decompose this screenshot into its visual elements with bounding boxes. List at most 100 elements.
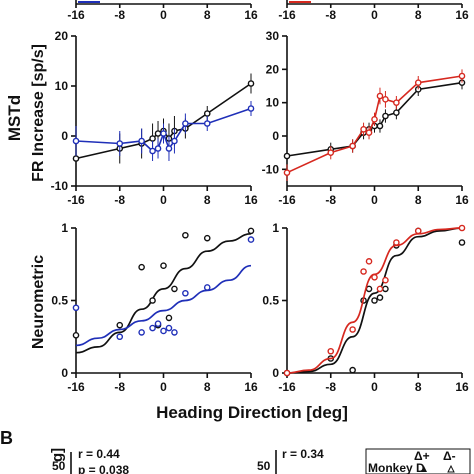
mid-right-red-point [349, 142, 356, 150]
mid-right-ytick-label: 30 [266, 29, 280, 43]
top-right-partial-xtick-label: -16 [278, 8, 296, 22]
bot-left-black-point [171, 285, 178, 293]
mid-right-red-point [360, 126, 367, 133]
top-right-partial-xtick-label: -8 [325, 8, 336, 22]
legend-title-monkey-d: Monkey D [368, 461, 425, 474]
mid-right-ytick-label: 0 [272, 129, 279, 143]
panel-letter-b: B [0, 428, 13, 448]
mid-right-red-point [414, 79, 422, 86]
bot-right-red-point [393, 239, 400, 246]
mid-left-blue-point [171, 137, 178, 145]
bot-left-blue-point [171, 329, 178, 336]
bot-right-red-point [371, 273, 378, 281]
top-left-partial-xtick-label: 0 [160, 8, 167, 22]
mid-right-xtick-label: 8 [415, 193, 422, 207]
bot-right-black-point [371, 297, 378, 304]
mid-left-black-point [203, 110, 211, 117]
bot-right-red-point [365, 258, 373, 265]
bot-right-xtick-label: 8 [415, 380, 422, 394]
mid-left-black-point [72, 155, 80, 162]
bot-left-black-point [72, 331, 80, 339]
b-left-r-value: r = 0.44 [78, 447, 120, 461]
mid-left-blue-point [203, 120, 211, 127]
top-left-partial-xtick-label: 16 [244, 8, 258, 22]
bot-left-xtick-label: 16 [244, 380, 258, 394]
bot-right-black-point [382, 285, 389, 293]
mid-right-black-point [376, 122, 384, 130]
top-left-partial-xtick-label: 8 [204, 8, 211, 22]
top-right-partial-xtick-label: 8 [415, 8, 422, 22]
bot-left-ytick-label: 0.5 [51, 294, 68, 308]
bot-left-blue-point [247, 236, 255, 243]
mid-left-xtick-label: 8 [204, 193, 211, 207]
bot-left-blue-point [182, 289, 189, 297]
legend-marker-open-triangle [447, 464, 455, 473]
bot-left-ytick-label: 1 [61, 221, 68, 235]
bot-right-red-point [327, 347, 335, 355]
mid-right-red-point [327, 149, 335, 156]
bot-right-black-point [376, 294, 384, 301]
mid-left-xtick-label: 0 [160, 193, 167, 207]
mid-right-red-point [283, 169, 291, 176]
mid-left-blue-point [72, 137, 80, 145]
top-left-partial-xtick-label: -8 [114, 8, 125, 22]
bot-left-ytick-label: 0 [61, 366, 68, 380]
mid-left-ytick-label: 20 [55, 29, 69, 43]
bot-right-black-fit-curve [286, 227, 463, 374]
bot-left-xtick-label: 8 [204, 380, 211, 394]
mid-left-black-point [154, 130, 162, 137]
bot-right-red-point [382, 276, 389, 284]
bot-left-black-point [165, 314, 173, 322]
mid-right-xtick-label: -8 [325, 193, 336, 207]
b-right-ytick-50: 50 [257, 459, 271, 473]
mid-left-ytick-label: 0 [61, 129, 68, 143]
bot-left-black-point [149, 297, 156, 304]
mid-right-ytick-label: -10 [262, 162, 280, 176]
bot-right-xtick-label: 16 [455, 380, 469, 394]
ylabel-fr-increase: FR Increase [sp/s] [30, 44, 47, 182]
mid-left-xtick-label: -16 [67, 193, 85, 207]
panel-b-right-partial: 50 r = 0.34 Δ+ Δ- Monkey D [257, 447, 471, 474]
mid-right-red-point [458, 72, 466, 80]
mid-left-blue-point [116, 140, 124, 147]
bot-left-black-fit-curve [75, 232, 252, 354]
bot-left-xtick-label: -16 [67, 380, 85, 394]
mid-left-xtick-label: -8 [114, 193, 125, 207]
bot-left-blue-point [72, 304, 80, 312]
mid-left-blue-point [165, 145, 173, 152]
bot-left-blue-point [203, 284, 211, 291]
bot-left-blue-fit-curve [75, 264, 252, 347]
bot-left-black-point [247, 227, 255, 235]
bot-left-blue-point [160, 327, 167, 335]
mid-left-black-point [149, 135, 156, 142]
b-left-ytick-50: 50 [52, 459, 66, 473]
bot-right-xtick-label: -16 [278, 380, 296, 394]
b-left-ylabel-fragment: g] [49, 448, 66, 462]
mid-right-black-point [283, 152, 291, 160]
bot-left-blue-point [165, 324, 173, 332]
bot-right-red-point [414, 227, 422, 235]
mid-right-black-point [393, 109, 400, 116]
mid-left-blue-point [160, 130, 167, 137]
xlabel-heading-direction: Heading Direction [deg] [156, 403, 348, 422]
mid-left-blue-point [154, 145, 162, 152]
mid-right-ytick-label: 20 [266, 62, 280, 76]
panel-b-left-partial: g] 50 r = 0.44 p = 0.038 [49, 447, 129, 474]
bot-left-blue-point [149, 324, 156, 332]
mid-left-xtick-label: 16 [244, 193, 258, 207]
mid-left-black-point [247, 80, 255, 87]
legend-entry-delta-plus: Δ+ [414, 449, 430, 463]
panel-top-left-partial: -16 -8 0 8 16 [67, 0, 258, 22]
bot-right-xtick-label: 0 [371, 380, 378, 394]
row-label-mstd: MSTd [5, 95, 24, 141]
bot-right-ytick-label: 0 [272, 366, 279, 380]
mid-right-ytick-label: 10 [266, 96, 280, 110]
bot-right-red-point [360, 268, 367, 275]
mid-right-red-point [365, 129, 373, 136]
top-left-partial-xtick-label: -16 [67, 8, 85, 22]
bot-right-ytick-label: 0.5 [262, 294, 279, 308]
mid-left-ytick-label: 10 [55, 79, 69, 93]
bot-right-red-point [283, 369, 291, 377]
panel-neurometric-left: -16 -8 0 8 16 0 0.5 1 [51, 221, 258, 394]
bot-left-xtick-label: 0 [160, 380, 167, 394]
